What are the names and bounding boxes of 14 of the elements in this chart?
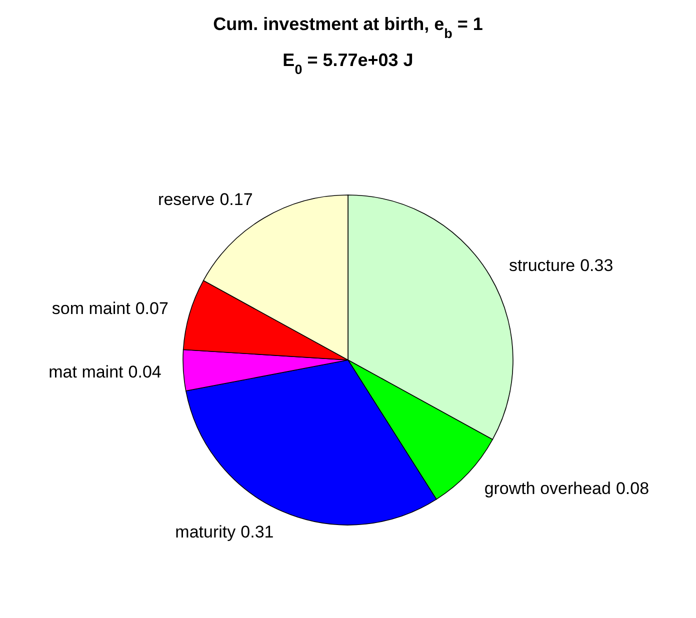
data-label: 0.31 — [240, 522, 274, 542]
data-label: 0.07 — [135, 298, 168, 318]
data-label: 0.04 — [128, 362, 162, 382]
slice-label: growth overhead — [484, 478, 611, 498]
chart-title: Cum. investment at birth, e$_{b}$ = 1 — [213, 14, 483, 40]
chart-subtitle: E$_{0}$ = 5.77e+03 J — [282, 50, 414, 76]
slice-label: maturity — [175, 522, 236, 542]
slice-label: som maint — [52, 298, 131, 318]
slice-label: structure — [508, 256, 576, 275]
data-label: 0.33 — [580, 256, 614, 275]
data-label: 0.08 — [616, 478, 650, 498]
slice-label: reserve — [158, 190, 215, 209]
slice-label: mat maint — [48, 362, 124, 382]
data-label: 0.17 — [220, 190, 253, 209]
